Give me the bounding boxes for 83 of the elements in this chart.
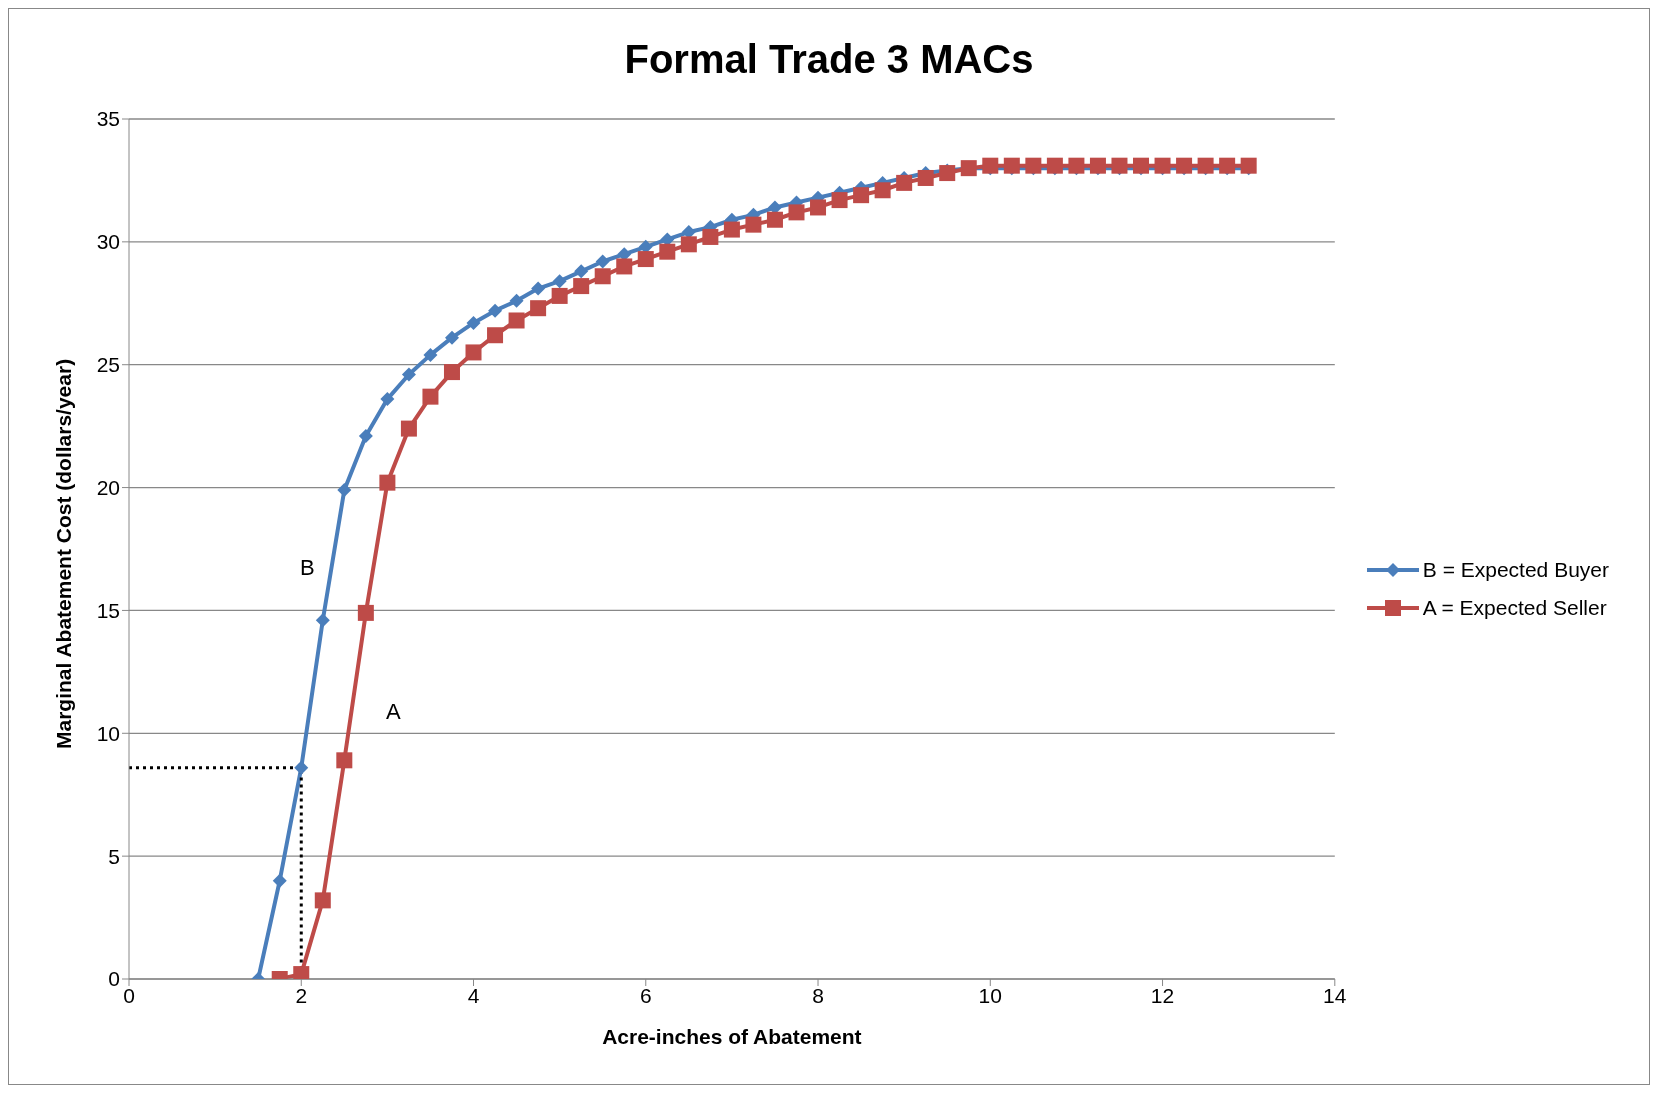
point [1240, 157, 1257, 174]
point [659, 243, 676, 260]
point [337, 483, 352, 498]
x-tick-label: 8 [812, 983, 824, 1007]
legend-label: A = Expected Seller [1422, 596, 1607, 620]
x-tick-label: 14 [1323, 983, 1347, 1007]
point [1068, 157, 1085, 174]
point [853, 187, 870, 204]
point [465, 344, 482, 361]
y-tick-label: 30 [96, 230, 120, 254]
legend-label: B = Expected Buyer [1422, 558, 1609, 582]
y-tick-label: 5 [108, 844, 120, 868]
point [531, 281, 546, 296]
point [488, 303, 503, 318]
point [401, 367, 416, 382]
point [982, 157, 999, 174]
point [1133, 157, 1150, 174]
point [380, 392, 395, 407]
point [573, 278, 590, 295]
point [422, 388, 439, 405]
point [509, 293, 524, 308]
point [294, 760, 309, 775]
point [616, 258, 633, 275]
x-tick-label: 10 [978, 983, 1002, 1007]
point [1154, 157, 1171, 174]
point [272, 873, 287, 888]
x-tick-label: 0 [123, 983, 135, 1007]
point [336, 752, 353, 769]
point [939, 165, 956, 182]
point [1003, 157, 1020, 174]
y-tick-label: 35 [96, 107, 120, 131]
point [423, 347, 438, 362]
point [400, 420, 417, 437]
point [702, 228, 719, 245]
point [466, 315, 481, 330]
point [357, 604, 374, 621]
point [594, 268, 611, 285]
point [680, 236, 697, 253]
point [723, 221, 740, 238]
point [487, 327, 504, 344]
point [530, 300, 547, 317]
point [358, 428, 373, 443]
point [443, 364, 460, 381]
point [1025, 157, 1042, 174]
point [552, 274, 567, 289]
point [1089, 157, 1106, 174]
point [896, 174, 913, 191]
point [917, 169, 934, 186]
point [1219, 157, 1236, 174]
point [314, 892, 331, 909]
annotation: A [386, 699, 401, 724]
x-tick-label: 12 [1150, 983, 1175, 1007]
point [1111, 157, 1128, 174]
point [1197, 157, 1214, 174]
point [444, 330, 459, 345]
y-tick-label: 0 [108, 967, 120, 991]
x-tick-label: 2 [295, 983, 308, 1007]
point [574, 264, 589, 279]
point [595, 254, 610, 269]
point [874, 182, 891, 199]
chart-title: Formal Trade 3 MACs [623, 36, 1035, 83]
y-tick-label: 10 [96, 721, 120, 745]
point [638, 239, 653, 254]
point [637, 251, 654, 268]
point [1046, 157, 1063, 174]
point [1176, 157, 1193, 174]
y-tick-label: 25 [96, 353, 120, 377]
point [788, 204, 805, 221]
point [315, 613, 330, 628]
y-tick-label: 20 [96, 476, 120, 500]
point [745, 216, 762, 233]
x-axis-title: Acre-inches of Abatement [602, 1025, 862, 1048]
point [551, 287, 568, 304]
x-tick-label: 4 [467, 983, 480, 1007]
point [379, 474, 396, 491]
annotation: B [300, 555, 315, 580]
y-axis-title: Marginal Abatement Cost (dollars/year) [52, 358, 76, 749]
x-tick-label: 6 [639, 983, 652, 1007]
point [831, 192, 848, 209]
y-tick-label: 15 [96, 598, 120, 622]
point [810, 199, 827, 216]
point [508, 312, 525, 329]
point [766, 211, 783, 228]
